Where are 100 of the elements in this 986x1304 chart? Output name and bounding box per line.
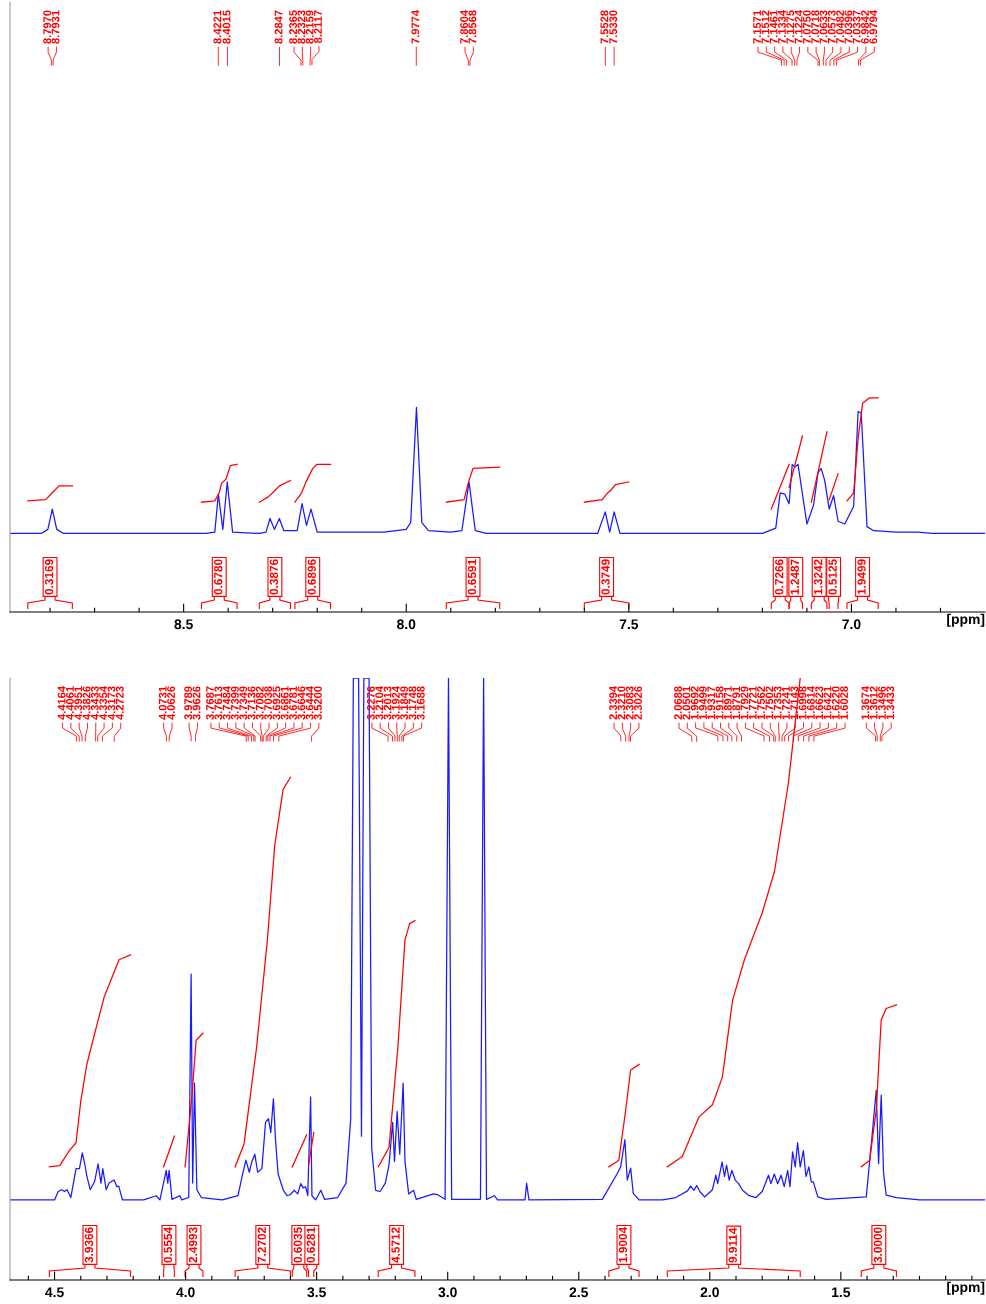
text: 3.0000 [873,1227,883,1263]
annotation: 3.2104 [375,686,384,720]
annotation: 8.2159 [305,10,314,44]
annotation: 3.6444 [305,686,314,720]
annotation: 2.0688 [674,686,682,720]
annotation: 3.1688 [416,686,425,720]
text: 0.6591 [467,559,477,595]
annotation: 3.6861 [280,686,289,720]
annotation: 7.1461 [769,10,778,44]
annotation: 1.6028 [840,686,848,720]
annotation: 3.6646 [297,686,306,720]
annotation: 1.3612 [869,686,878,720]
annotation: 2.0501 [682,686,691,720]
annotation: 3.7038 [264,686,273,720]
annotation: 7.0482 [836,10,844,44]
annotation: 3.6925 [272,686,281,720]
x-tick-label: 3.0 [438,1287,457,1298]
annotation: 6.9794 [869,10,878,44]
annotation: 7.0718 [811,10,820,44]
annotation: 1.6998 [798,686,807,720]
annotation: 3.9789 [184,686,193,720]
annotation: 7.5528 [600,10,609,44]
annotation: 8.7970 [43,10,52,44]
text: 0.6281 [306,1227,315,1263]
text: 9.9114 [728,1227,737,1263]
annotation: 1.9692 [690,686,699,720]
text: 1.9004 [618,1226,628,1263]
annotation: 1.3433 [886,686,895,720]
annotation: 3.7082 [255,686,264,720]
annotation: 7.0633 [819,10,828,44]
annotation: 8.2117 [314,10,322,44]
annotation: 7.0396 [844,10,853,44]
annotation: 2.3210 [617,686,626,720]
annotation: 4.3173 [107,686,116,720]
annotation: 4.4164 [57,686,66,720]
text: 0.5554 [163,1226,173,1263]
annotation: 1.6220 [831,686,840,720]
x-tick-label: 4.0 [176,1287,195,1298]
annotation: 1.7721 [748,686,757,720]
annotation: 7.0750 [802,10,811,44]
annotation: 3.1924 [391,686,400,720]
annotation: 2.3083 [625,686,634,720]
annotation: 1.6421 [823,686,832,720]
annotation: 2.3026 [634,686,642,720]
x-tick-label: 8.0 [397,619,416,630]
annotation: 8.2323 [297,10,306,44]
annotation: 8.4221 [213,10,222,44]
annotation: 4.3951 [74,686,83,720]
annotation: 7.0337 [852,10,861,44]
x-tick-label: 1.5 [832,1287,851,1298]
annotation: 6.9842 [861,10,869,44]
annotation: 7.9774 [411,10,420,44]
annotation: 1.7562 [757,686,765,720]
annotation: 3.7136 [247,686,256,720]
annotation: 3.5200 [313,686,322,720]
annotation: 3.7399 [230,686,239,720]
annotation: 2.3394 [609,686,618,720]
annotation: 7.1512 [761,10,770,44]
annotation: 1.3496 [878,686,886,720]
annotation: 8.2365 [289,10,298,44]
annotation: 8.2847 [274,10,283,44]
annotation: 8.4015 [222,10,231,44]
x-tick-label: 3.5 [307,1287,326,1298]
annotation: 3.2276 [366,686,375,720]
x-axis-title: [ppm] [947,613,985,627]
annotation: 3.7613 [214,686,223,720]
annotation: 1.8971 [723,686,732,720]
text: 0.3169 [44,559,54,595]
annotation: 3.9626 [192,686,201,720]
text: 0.5125 [828,559,837,595]
annotation: 1.7929 [740,686,749,720]
annotation: 7.0573 [827,10,836,44]
annotation: 4.3354 [99,686,108,720]
text: 3.9366 [84,1227,94,1263]
text: 1.3242 [813,559,823,595]
text: 0.6780 [214,559,223,595]
annotation: 4.0731 [158,686,167,720]
annotation: 1.7143 [790,686,799,720]
annotation: 1.9317 [707,686,716,720]
annotation: 3.1748 [408,686,417,720]
text: 0.6035 [293,1227,302,1263]
text: 4.5712 [391,1227,400,1263]
text: 1.2487 [790,559,799,595]
x-tick-label: 7.5 [619,619,639,630]
x-tick-label: 7.0 [842,619,861,630]
annotation: 1.9499 [699,686,707,720]
text: 0.3876 [269,559,279,595]
annotation: 7.1571 [753,10,761,44]
annotation: 1.7241 [782,686,790,720]
annotation: 1.8791 [732,686,741,720]
annotation: 3.2013 [383,686,392,720]
annotation: 3.7484 [222,686,231,720]
text: 0.3749 [601,559,610,595]
annotation: 4.2723 [115,686,124,720]
x-tick-label: 8.5 [174,619,193,630]
x-tick-label: 2.5 [569,1287,589,1298]
text: 0.7266 [775,559,784,595]
annotation: 1.6623 [815,686,824,720]
annotation: 4.4061 [65,686,74,720]
x-axis-title: [ppm] [947,1281,985,1295]
